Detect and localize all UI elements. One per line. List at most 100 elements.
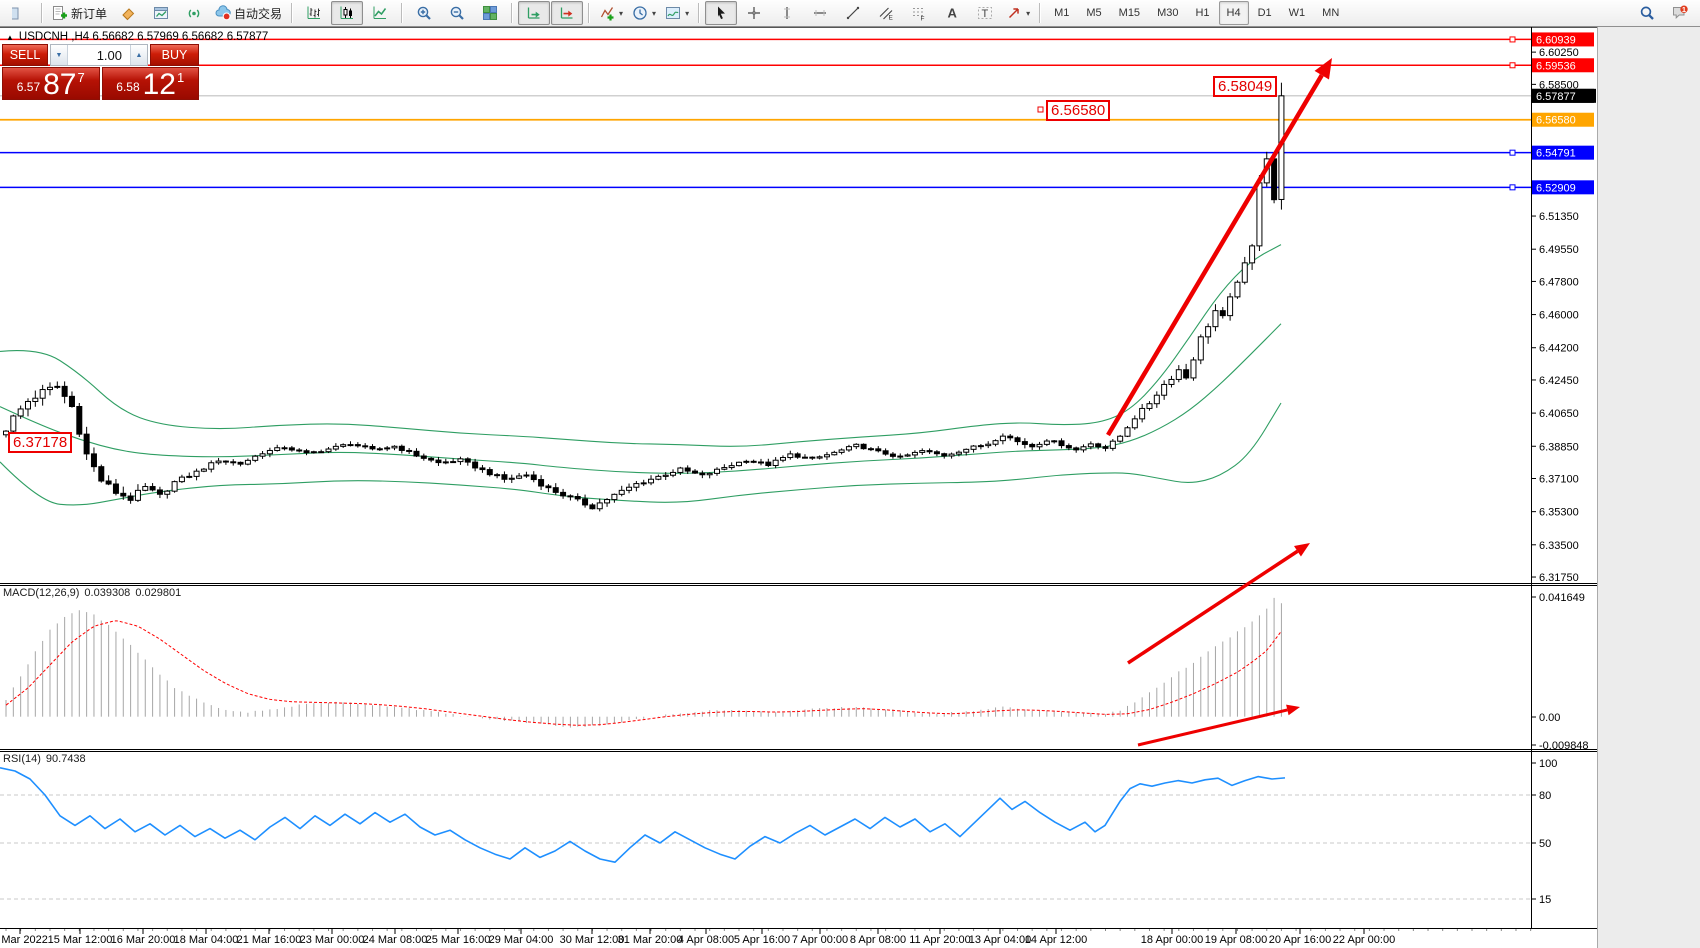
- chevron-down-icon: ▾: [619, 8, 624, 18]
- trend-arrow-rsi[interactable]: [1137, 704, 1300, 747]
- indicators-button[interactable]: ▾: [595, 1, 627, 25]
- new-order-button[interactable]: 新订单: [48, 1, 111, 25]
- candles-chart-button[interactable]: [331, 1, 364, 25]
- periods-button[interactable]: ▾: [628, 1, 660, 25]
- price-annotation-label[interactable]: 6.56580: [1046, 100, 1111, 121]
- clipped-icon-icon: [12, 5, 28, 21]
- text-label-button[interactable]: T: [969, 1, 1001, 25]
- arrows-button[interactable]: ▾: [1002, 1, 1034, 25]
- line-handle[interactable]: [1509, 184, 1516, 191]
- macd-signal-value: 0.029801: [135, 587, 182, 599]
- lot-size-stepper: ▼ 1.00 ▲: [50, 44, 148, 66]
- templates-button[interactable]: ▾: [661, 1, 693, 25]
- annotation-anchor[interactable]: [1037, 106, 1044, 113]
- toolbar-separator: [698, 3, 701, 23]
- chart-canvas[interactable]: 6.60250 6.58500 6.51350 6.49550 6.47800 6.460…: [0, 27, 1700, 948]
- tf-m1[interactable]: M1: [1046, 1, 1077, 25]
- candles-chart-icon: [339, 5, 355, 21]
- tf-d1-label: D1: [1257, 7, 1272, 19]
- line-handle[interactable]: [1509, 62, 1516, 69]
- tf-w1[interactable]: W1: [1281, 1, 1314, 25]
- line-handle[interactable]: [1509, 36, 1516, 43]
- lot-size-value[interactable]: 1.00: [96, 47, 122, 63]
- crosshair-button[interactable]: [738, 1, 770, 25]
- price-tick-label: 6.60250: [1539, 47, 1579, 59]
- tf-m15-label: M15: [1118, 7, 1141, 19]
- rsi-axis-label: 80: [1539, 790, 1551, 802]
- sell-quote[interactable]: 6.57 87 7: [2, 67, 100, 100]
- tf-h4[interactable]: H4: [1218, 1, 1249, 25]
- eraser-button[interactable]: [112, 1, 144, 25]
- trend-arrow-macd[interactable]: [1127, 543, 1310, 665]
- symbol-marker-icon: ▲: [6, 32, 14, 42]
- macd-axis-label: 0.00: [1539, 712, 1560, 724]
- chart-window-button[interactable]: [145, 1, 177, 25]
- vline-button[interactable]: [771, 1, 803, 25]
- line-handle[interactable]: [1509, 149, 1516, 156]
- trendline-button[interactable]: [837, 1, 869, 25]
- bars-chart-button[interactable]: [298, 1, 330, 25]
- buy-price-pip: 1: [177, 70, 185, 85]
- bollinger-middle-band: [0, 323, 1282, 474]
- bars-chart-icon: [306, 5, 322, 21]
- periods-icon: [632, 5, 648, 21]
- search-button[interactable]: [1631, 1, 1663, 25]
- buy-quote[interactable]: 6.58 12 1: [101, 67, 199, 100]
- tf-mn[interactable]: MN: [1314, 1, 1347, 25]
- tf-m5[interactable]: M5: [1078, 1, 1109, 25]
- line-chart-button[interactable]: [364, 1, 396, 25]
- price-level-badge: [1532, 145, 1594, 160]
- signals-icon: [186, 5, 202, 21]
- tf-m30[interactable]: M30: [1149, 1, 1186, 25]
- auto-scroll-button[interactable]: [518, 1, 551, 25]
- hline-button[interactable]: [804, 1, 836, 25]
- buy-button[interactable]: BUY: [150, 44, 199, 66]
- alerts-button[interactable]: 1: [1664, 1, 1696, 25]
- rsi-value: 90.7438: [45, 753, 86, 765]
- fibo-button[interactable]: F: [903, 1, 935, 25]
- time-tick-label: 18 Mar 04:00: [174, 934, 239, 946]
- sell-button[interactable]: SELL: [2, 44, 48, 66]
- time-tick-label: 22 Apr 00:00: [1333, 934, 1395, 946]
- time-tick-label: 13 Apr 04:00: [969, 934, 1031, 946]
- current-price-badge: [1532, 88, 1596, 103]
- toolbar-separator: [588, 3, 591, 23]
- clipped-icon[interactable]: [4, 1, 36, 25]
- buy-price-prefix: 6.58: [116, 80, 140, 94]
- time-tick-label: 21 Mar 16:00: [237, 934, 302, 946]
- tf-d1[interactable]: D1: [1250, 1, 1280, 25]
- chart-shift-button[interactable]: [551, 1, 584, 25]
- tile-windows-button[interactable]: [474, 1, 506, 25]
- tf-h1[interactable]: H1: [1187, 1, 1217, 25]
- autotrade-button[interactable]: 自动交易: [211, 1, 286, 25]
- time-tick-label: 29 Mar 04:00: [489, 934, 554, 946]
- rsi-line: [0, 767, 1286, 864]
- price-scale[interactable]: 6.60250 6.58500 6.51350 6.49550 6.47800 6.460…: [1531, 47, 1579, 584]
- one-click-trading-panel: SELL ▼ 1.00 ▲ BUY 6.57 87 7 6.58 12 1: [2, 44, 199, 100]
- cursor-button[interactable]: [705, 1, 738, 25]
- channel-button[interactable]: E: [870, 1, 902, 25]
- trend-arrow-main[interactable]: [1106, 58, 1332, 437]
- svg-text:A: A: [948, 6, 958, 21]
- time-tick-label: 4 Mar 2022: [0, 934, 48, 946]
- price-annotation-label[interactable]: 6.37178: [8, 432, 73, 453]
- macd-axis-label: -0.009848: [1539, 740, 1589, 752]
- price-tick-label: 6.46000: [1539, 310, 1579, 322]
- price-level-badge-text: 6.56580: [1536, 115, 1576, 127]
- lot-increase-button[interactable]: ▲: [130, 45, 147, 65]
- zoom-in-button[interactable]: [408, 1, 440, 25]
- tf-m5-label: M5: [1086, 7, 1102, 19]
- zoom-out-button[interactable]: [441, 1, 473, 25]
- text-button[interactable]: A: [936, 1, 968, 25]
- price-tick-label: 6.47800: [1539, 276, 1579, 288]
- tf-m15[interactable]: M15: [1111, 1, 1148, 25]
- price-level-badge-text: 6.59536: [1536, 60, 1576, 72]
- lot-decrease-button[interactable]: ▼: [51, 45, 68, 65]
- price-tick-label: 6.49550: [1539, 244, 1579, 256]
- cursor-icon: [713, 5, 729, 21]
- signals-button[interactable]: [178, 1, 210, 25]
- price-annotation-label[interactable]: 6.58049: [1213, 76, 1278, 97]
- eraser-icon: [120, 5, 136, 21]
- price-level-badge: [1532, 32, 1594, 47]
